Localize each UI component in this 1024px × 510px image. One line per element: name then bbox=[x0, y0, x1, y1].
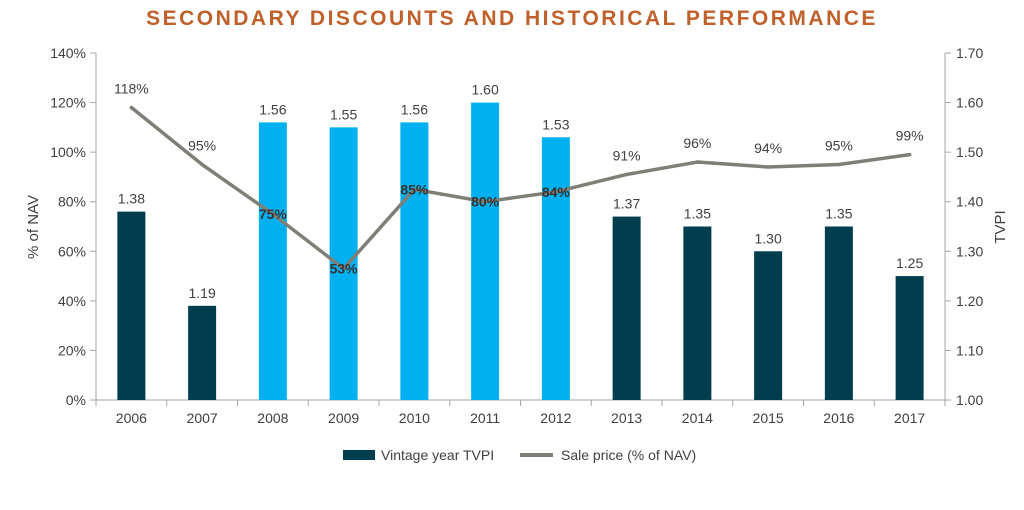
bar-value-label: 1.19 bbox=[189, 285, 216, 301]
line-value-label: 95% bbox=[188, 138, 216, 154]
line-point bbox=[271, 212, 275, 216]
bar-value-label: 1.55 bbox=[330, 106, 357, 122]
bar-value-label: 1.35 bbox=[684, 206, 711, 222]
line-point bbox=[766, 165, 770, 169]
line-point bbox=[129, 105, 134, 110]
bar-series: 1.38 1.19 1.56 1.55 1.56 1.60 1.53 1.37 1.35 1.30… bbox=[117, 82, 924, 401]
bar-value-label: 1.30 bbox=[755, 230, 782, 246]
right-axis-tick-label: 1.60 bbox=[956, 95, 983, 111]
legend-bar-swatch bbox=[343, 450, 375, 460]
left-axis-tick-label: 120% bbox=[50, 95, 86, 111]
right-axis-tick-label: 1.30 bbox=[956, 243, 983, 259]
bar-2013 bbox=[612, 216, 641, 400]
x-axis-tick-label: 2011 bbox=[470, 410, 500, 426]
left-axis-tick-label: 40% bbox=[58, 293, 86, 309]
line-value-label: 95% bbox=[825, 138, 853, 154]
right-axis-tick-label: 1.40 bbox=[956, 194, 983, 210]
line-point bbox=[837, 162, 841, 167]
bar-value-label: 1.25 bbox=[896, 255, 923, 271]
left-axis-tick-label: 20% bbox=[58, 342, 86, 358]
left-axis-tick-label: 140% bbox=[50, 45, 86, 61]
bar-2012 bbox=[541, 137, 570, 400]
chart-title: SECONDARY DISCOUNTS AND HISTORICAL PERFO… bbox=[146, 7, 878, 30]
line-point bbox=[695, 160, 700, 164]
line-value-label: 53% bbox=[330, 261, 359, 277]
bar-2015 bbox=[754, 251, 783, 400]
line-value-label: 94% bbox=[754, 140, 782, 156]
bar-2014 bbox=[683, 226, 712, 400]
left-axis-tick-label: 0% bbox=[66, 392, 86, 408]
bar-value-label: 1.56 bbox=[259, 101, 286, 117]
line-point bbox=[624, 172, 629, 177]
left-axis-title: % of NAV bbox=[25, 195, 42, 259]
bar-2011 bbox=[471, 102, 500, 401]
left-axis-tick-label: 60% bbox=[58, 243, 86, 259]
x-axis-tick-label: 2015 bbox=[753, 410, 784, 426]
bar-2009 bbox=[329, 127, 358, 400]
legend: Vintage year TVPI Sale price (% of NAV) bbox=[343, 447, 696, 463]
sale-price-line bbox=[130, 106, 910, 271]
line-series: 118% 95% 75% 53% 85% 80% 84% 91% 96% 94% 95% 99% bbox=[114, 81, 924, 277]
line-value-label: 91% bbox=[613, 147, 641, 163]
right-axis-tick-label: 1.20 bbox=[956, 293, 983, 309]
line-point bbox=[412, 187, 417, 192]
line-point bbox=[483, 199, 487, 204]
x-axis-tick-label: 2006 bbox=[116, 410, 147, 426]
bar-value-label: 1.35 bbox=[825, 206, 852, 222]
bar-2007 bbox=[188, 305, 217, 400]
x-axis-tick-label: 2013 bbox=[611, 410, 642, 426]
bar-value-label: 1.38 bbox=[118, 191, 145, 207]
bar-2010 bbox=[400, 122, 429, 401]
left-axis-tick-label: 100% bbox=[50, 144, 86, 160]
legend-line-label: Sale price (% of NAV) bbox=[561, 447, 696, 463]
right-axis-tick-label: 1.00 bbox=[956, 392, 983, 408]
line-value-label: 118% bbox=[114, 81, 149, 97]
left-axis-tick-label: 80% bbox=[58, 194, 86, 210]
line-point bbox=[907, 152, 912, 157]
right-axis-tick-label: 1.50 bbox=[956, 144, 983, 160]
line-value-label: 80% bbox=[471, 194, 500, 210]
bar-2006 bbox=[117, 211, 146, 400]
right-axis: 1.00 1.10 1.20 1.30 1.40 1.50 1.60 1.70 bbox=[944, 45, 983, 408]
right-axis-title: TVPI bbox=[992, 210, 1009, 243]
line-value-label: 84% bbox=[542, 184, 571, 200]
line-value-label: 96% bbox=[683, 135, 711, 151]
line-value-label: 75% bbox=[259, 206, 288, 222]
right-axis-tick-label: 1.70 bbox=[956, 45, 983, 61]
bar-2016 bbox=[824, 226, 853, 400]
x-axis-tick-label: 2008 bbox=[257, 410, 288, 426]
line-point bbox=[341, 266, 346, 271]
x-axis-tick-label: 2014 bbox=[682, 410, 713, 426]
line-value-label: 99% bbox=[896, 128, 924, 144]
bar-value-label: 1.60 bbox=[472, 82, 499, 98]
legend-bar-label: Vintage year TVPI bbox=[381, 447, 494, 463]
line-point bbox=[554, 190, 558, 194]
bar-value-label: 1.37 bbox=[613, 196, 640, 212]
line-point bbox=[200, 162, 204, 167]
x-axis-tick-label: 2007 bbox=[187, 410, 218, 426]
bar-2008 bbox=[258, 122, 287, 401]
right-axis-tick-label: 1.10 bbox=[956, 342, 983, 358]
x-axis-tick-label: 2017 bbox=[894, 410, 925, 426]
x-axis-tick-label: 2010 bbox=[399, 410, 430, 426]
x-axis: 2006 2007 2008 2009 2010 2011 2012 2013 2014 2015… bbox=[95, 399, 946, 426]
x-axis-tick-label: 2016 bbox=[823, 410, 854, 426]
bar-value-label: 1.53 bbox=[542, 116, 569, 132]
line-value-label: 85% bbox=[400, 181, 429, 197]
left-axis: 0% 20% 40% 60% 80% 100% 120% 140% bbox=[50, 45, 97, 408]
x-axis-tick-label: 2012 bbox=[540, 410, 571, 426]
x-axis-tick-label: 2009 bbox=[328, 410, 359, 426]
bar-2017 bbox=[895, 276, 924, 400]
bar-value-label: 1.56 bbox=[401, 101, 428, 117]
